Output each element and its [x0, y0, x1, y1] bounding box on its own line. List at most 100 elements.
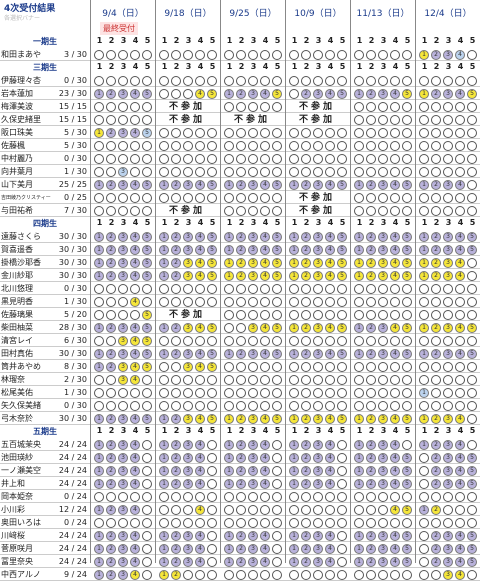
slot-circle	[325, 362, 335, 372]
slot-circle: 1	[289, 544, 299, 554]
slot-circle: 1	[94, 505, 104, 515]
slot-circle	[118, 76, 128, 86]
member-name: 矢久保美緒	[1, 401, 41, 410]
slot-circle: 2	[106, 362, 116, 372]
slot-circle	[301, 401, 311, 411]
slot-circle	[325, 388, 335, 398]
slot-circle	[236, 206, 246, 216]
slot-circle: 1	[159, 258, 169, 268]
slot-circle	[390, 141, 400, 151]
slot-circle	[224, 401, 234, 411]
slot-circle	[455, 297, 465, 307]
slot-circle: 4	[325, 349, 335, 359]
slot-circle	[390, 206, 400, 216]
slot-circle: 4	[325, 531, 335, 541]
slot-number: 3	[445, 62, 452, 71]
slot-circle: 4	[130, 479, 140, 489]
slot-circle	[207, 141, 217, 151]
member-count: 28 / 30	[58, 323, 87, 332]
slot-circle	[301, 141, 311, 151]
member-name: 弓木奈於	[1, 414, 33, 423]
slot-circle	[467, 388, 477, 398]
slot-circle	[354, 128, 364, 138]
slot-circle	[443, 76, 453, 86]
member-name: 奥田いろは	[1, 518, 41, 527]
slot-circle	[378, 102, 388, 112]
slot-circle	[248, 570, 258, 580]
slot-circle: 1	[419, 89, 429, 99]
slot-circle	[207, 492, 217, 502]
slot-circle	[402, 206, 412, 216]
slot-circle: 4	[195, 466, 205, 476]
member-count: 5 / 20	[63, 310, 87, 319]
slot-circle	[366, 297, 376, 307]
slot-circle: 2	[431, 544, 441, 554]
slot-circle: 4	[260, 323, 270, 333]
slot-circle: 2	[301, 245, 311, 255]
slot-circle: 5	[207, 258, 217, 268]
slot-circle	[142, 557, 152, 567]
slot-circle	[94, 375, 104, 385]
slot-circle	[236, 297, 246, 307]
slot-number: 5	[339, 218, 346, 227]
slot-circle	[260, 50, 270, 60]
slot-circle: 1	[224, 531, 234, 541]
slot-circle: 1	[94, 232, 104, 242]
slot-circle: 5	[467, 349, 477, 359]
slot-circle	[455, 284, 465, 294]
slot-circle: 1	[289, 323, 299, 333]
slot-circle	[224, 284, 234, 294]
slot-circle: 4	[325, 479, 335, 489]
slot-circle	[354, 50, 364, 60]
member-row: 与田祐希 7 / 30 不参加 不参加	[0, 205, 480, 217]
member-count: 7 / 30	[63, 206, 87, 215]
absent-label: 不参加	[299, 193, 336, 203]
member-row: 佐藤璃果 5 / 20 5 不参加	[0, 309, 480, 321]
slot-number: 2	[368, 426, 375, 435]
slot-circle	[118, 401, 128, 411]
slot-circle	[402, 167, 412, 177]
member-row: 和田まあや 3 / 30 1 2 3 4	[0, 49, 480, 61]
slot-circle: 1	[289, 271, 299, 281]
generation-label: 五期生	[33, 427, 57, 436]
slot-circle	[443, 492, 453, 502]
slot-circle: 4	[325, 440, 335, 450]
slot-circle: 5	[207, 362, 217, 372]
slot-circle	[443, 297, 453, 307]
member-row: 池田瑛紗 24 / 24 1 2 3 4 1 2 3 4 1 2 3 4 1 2 3 4 1 2 3 4 5 2 3 4 5	[0, 452, 480, 464]
slot-number: 4	[132, 36, 139, 45]
slot-circle	[419, 128, 429, 138]
slot-number: 5	[144, 426, 151, 435]
slot-circle	[106, 141, 116, 151]
member-name: 掛橋沙耶香	[1, 258, 41, 267]
slot-circle: 5	[337, 89, 347, 99]
slot-circle: 1	[419, 414, 429, 424]
slot-circle	[402, 115, 412, 125]
slot-circle: 2	[301, 479, 311, 489]
slot-circle	[130, 492, 140, 502]
slot-circle	[378, 492, 388, 502]
column-divider	[350, 0, 351, 563]
slot-circle: 3	[118, 505, 128, 515]
slot-circle: 5	[402, 479, 412, 489]
slot-circle: 3	[443, 531, 453, 541]
slot-circle	[467, 258, 477, 268]
slot-circle	[260, 362, 270, 372]
slot-circle	[207, 388, 217, 398]
member-name: 佐藤楓	[1, 141, 25, 150]
slot-circle	[325, 518, 335, 528]
slot-circle	[467, 193, 477, 203]
absent-label: 不参加	[169, 206, 206, 216]
slot-circle	[301, 388, 311, 398]
slot-number: 3	[120, 426, 127, 435]
slot-circle	[354, 297, 364, 307]
member-row: 松尾美佑 1 / 30 1	[0, 387, 480, 399]
slot-circle	[467, 297, 477, 307]
slot-number: 1	[356, 218, 363, 227]
slot-circle	[366, 310, 376, 320]
slot-circle: 2	[106, 440, 116, 450]
slot-circle	[195, 518, 205, 528]
slot-circle	[159, 401, 169, 411]
slot-circle	[455, 154, 465, 164]
slot-circle	[159, 167, 169, 177]
